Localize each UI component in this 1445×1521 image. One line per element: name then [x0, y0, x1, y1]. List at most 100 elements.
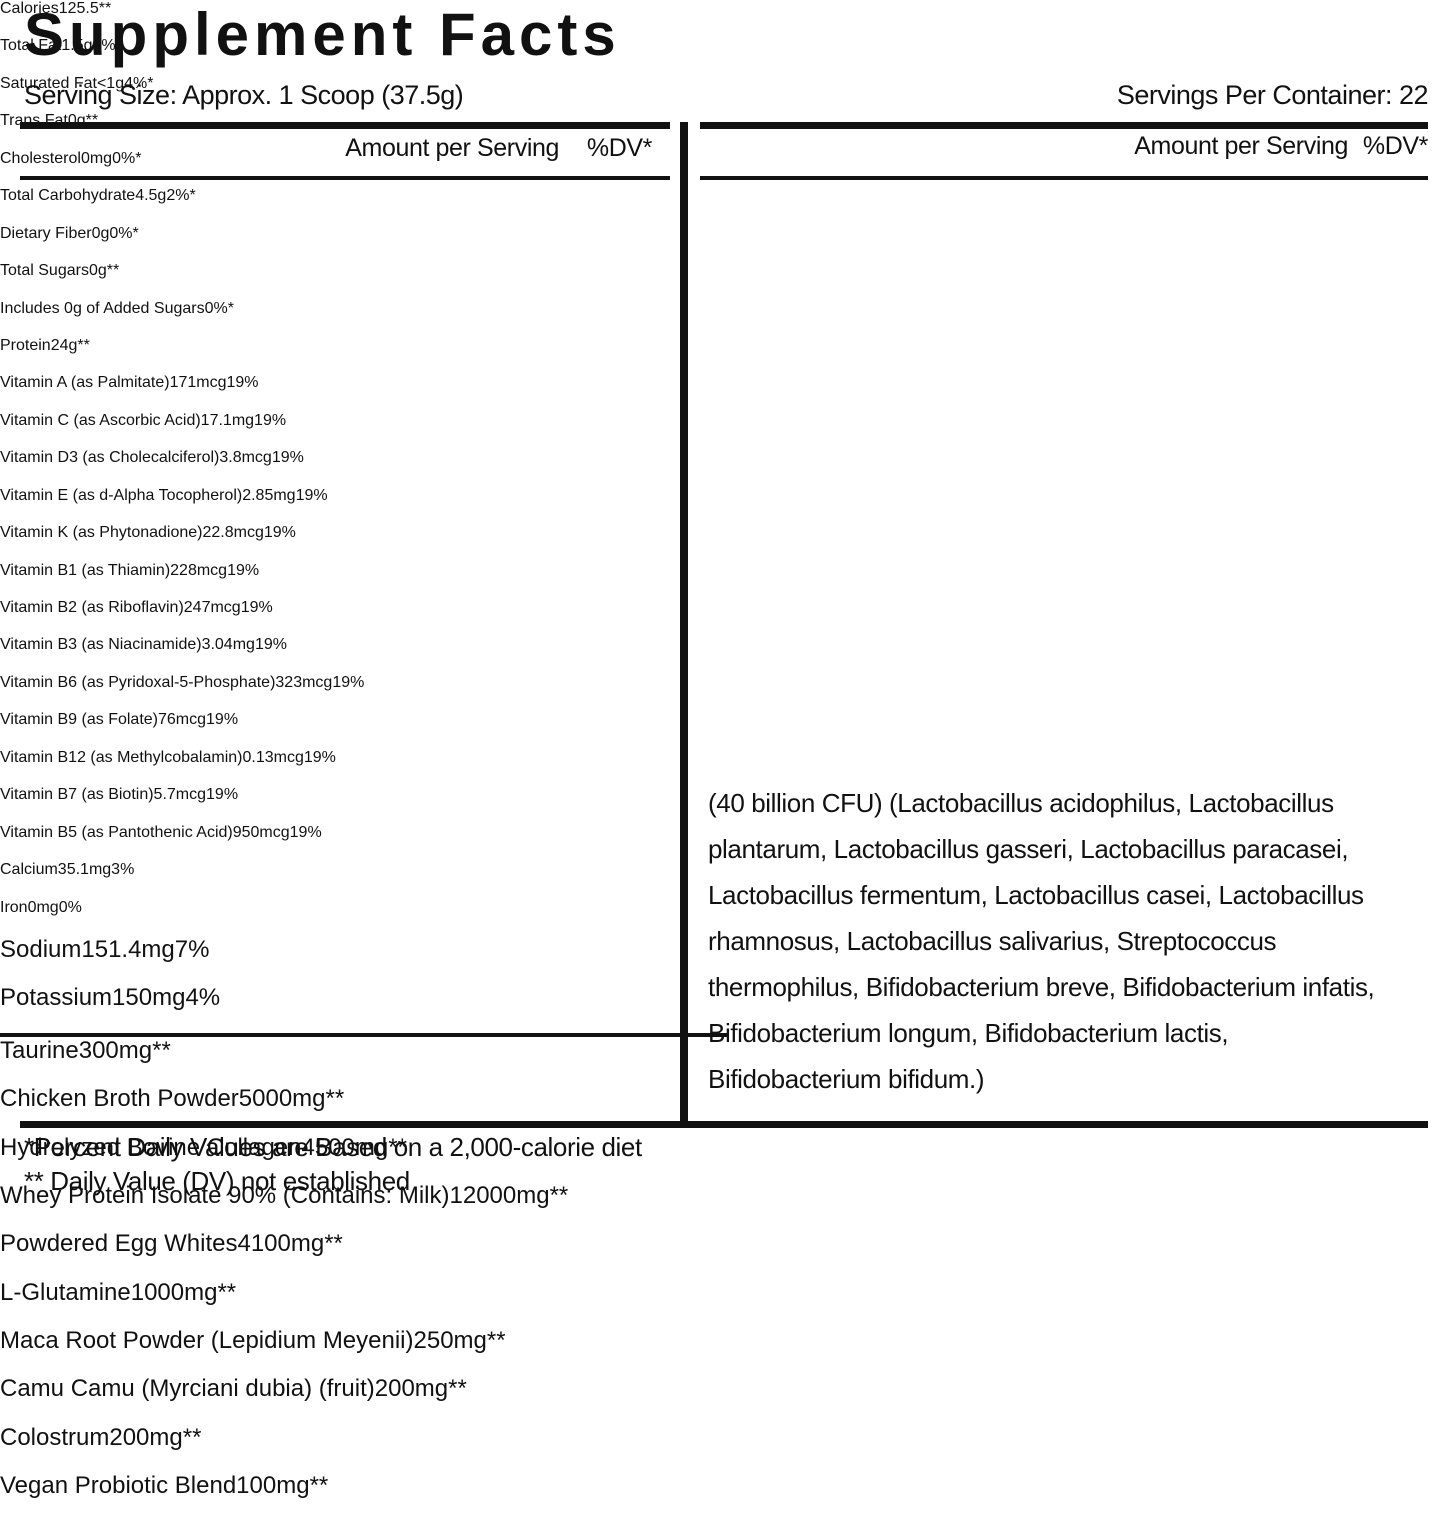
nutrient-name: Calories [0, 0, 59, 17]
nutrient-amount: 1.5g [61, 37, 93, 55]
rule [20, 176, 670, 180]
nutrient-name: Vitamin E (as d-Alpha Tocopherol) [0, 486, 243, 504]
nutrient-amount: 2.85mg [242, 486, 296, 504]
nutrient-amount: 228mcg [170, 561, 228, 579]
ingredient-amount: 150mg [112, 984, 186, 1012]
nutrient-name: Vitamin B7 (as Biotin) [0, 786, 154, 804]
nutrient-dv: 19% [227, 561, 260, 579]
nutrient-name: Vitamin A (as Palmitate) [0, 374, 170, 392]
nutrient-dv: ** [106, 262, 120, 280]
ingredient-name: Whey Protein Isolate 90% (Contains: Milk… [0, 1181, 450, 1209]
nutrient-amount: 950mcg [232, 823, 290, 841]
footnote: ** Daily Value (DV) not established [24, 1166, 410, 1196]
ingredient-row: Taurine300mg** [0, 1037, 728, 1085]
ingredient-name: Colostrum [0, 1423, 110, 1451]
nutrient-name: Cholesterol [0, 149, 81, 167]
nutrient-row: Vitamin E (as d-Alpha Tocopherol)2.85mg1… [0, 487, 650, 524]
nutrient-name: Includes 0g of Added Sugars [0, 299, 205, 317]
nutrient-dv: 2%* [166, 187, 196, 205]
nutrient-row: Vitamin B7 (as Biotin)5.7mcg19% [0, 786, 650, 823]
nutrient-name: Vitamin B5 (as Pantothenic Acid) [0, 823, 233, 841]
nutrient-dv: 19% [263, 524, 296, 542]
nutrient-name: Dietary Fiber [0, 224, 92, 242]
ingredient-amount: 1000mg [130, 1278, 218, 1306]
nutrient-amount: 3.04mg [201, 636, 255, 654]
ingredient-amount: 4100mg [237, 1230, 325, 1258]
nutrient-dv: 0%* [112, 149, 142, 167]
nutrient-row: Vitamin K (as Phytonadione)22.8mcg19% [0, 524, 650, 561]
nutrient-amount: 0.13mcg [242, 748, 304, 766]
nutrient-row: Vitamin B9 (as Folate)76mcg19% [0, 711, 650, 748]
nutrient-row: Vitamin B2 (as Riboflavin)247mcg19% [0, 599, 650, 636]
nutrient-dv: 4%* [124, 74, 154, 92]
nutrient-name: Vitamin B12 (as Methylcobalamin) [0, 748, 243, 766]
nutrient-dv: ** [98, 0, 112, 17]
nutrient-dv: 19% [332, 673, 365, 691]
ingredient-dv: ** [388, 1133, 407, 1161]
nutrient-dv: 19% [295, 486, 328, 504]
ingredient-amount: 4500mg [301, 1133, 389, 1161]
ingredient-row: Maca Root Powder (Lepidium Meyenii)250mg… [0, 1327, 728, 1375]
nutrient-dv: 19% [303, 748, 336, 766]
servings-per-container: Servings Per Container: 22 [1116, 80, 1429, 110]
nutrient-amount: 4.5g [135, 187, 167, 205]
ingredient-row: Camu Camu (Myrciani dubia) (fruit)200mg*… [0, 1375, 728, 1423]
nutrient-amount: 247mcg [183, 599, 241, 616]
nutrient-name: Vitamin B2 (as Riboflavin) [0, 599, 184, 616]
nutrient-name: Vitamin C (as Ascorbic Acid) [0, 411, 201, 429]
nutrient-amount: <1g [96, 74, 125, 92]
nutrient-amount: 171mcg [169, 374, 227, 392]
rule [20, 1121, 1428, 1128]
nutrient-name: Vitamin B1 (as Thiamin) [0, 561, 171, 579]
nutrient-row: Total Carbohydrate4.5g2%* [0, 187, 650, 224]
nutrient-dv: 19% [254, 636, 287, 654]
ingredient-name: Maca Root Powder (Lepidium Meyenii) [0, 1327, 414, 1355]
ingredient-name: Potassium [0, 984, 113, 1012]
ingredient-name: Chicken Broth Powder [0, 1085, 239, 1113]
nutrient-row: Iron0mg0% [0, 899, 650, 936]
nutrient-dv: ** [77, 336, 90, 354]
nutrient-name: Total Carbohydrate [0, 187, 136, 205]
ingredient-row: Hydrolyzed Bovine Collagen4500mg** [0, 1134, 728, 1182]
rule [700, 122, 1428, 129]
nutrient-dv: 19% [240, 599, 273, 616]
nutrient-dv: 19% [226, 374, 259, 392]
ingredient-dv: ** [486, 1327, 506, 1355]
ingredient-name: L-Glutamine [0, 1278, 131, 1306]
probiotic-note: (40 billion CFU) (Lactobacillus acidophi… [708, 788, 1375, 1094]
footnote: *Percent Daily Values are Based on a 2,0… [24, 1132, 642, 1162]
nutrient-dv: 0% [58, 898, 82, 916]
nutrient-amount: 0g [88, 262, 107, 280]
ingredient-row: Colostrum200mg** [0, 1424, 728, 1472]
ingredient-dv: ** [549, 1181, 569, 1209]
nutrient-row: Vitamin A (as Palmitate)171mcg19% [0, 374, 650, 411]
ingredient-row: Potassium150mg4% [0, 984, 728, 1037]
serving-size: Serving Size: Approx. 1 Scoop (37.5g) [24, 80, 464, 110]
nutrient-dv: 0%* [204, 299, 234, 317]
ingredient-dv: ** [324, 1230, 343, 1258]
column-header: Amount per Serving [1134, 132, 1348, 160]
nutrient-name: Vitamin B6 (as Pyridoxal-5-Phosphate) [0, 673, 276, 691]
nutrient-name: Saturated Fat [0, 74, 97, 92]
ingredient-name: Taurine [0, 1036, 79, 1064]
ingredient-row: Sodium151.4mg7% [0, 936, 728, 984]
ingredient-amount: 200mg [374, 1375, 449, 1403]
rule [700, 176, 1428, 180]
ingredient-amount: 200mg [109, 1423, 183, 1451]
ingredient-row: Chicken Broth Powder5000mg** [0, 1085, 728, 1133]
nutrient-row: Protein24g** [0, 337, 650, 374]
ingredient-dv: ** [182, 1423, 202, 1451]
nutrient-amount: 5.7mcg [153, 786, 207, 804]
nutrient-name: Iron [0, 898, 28, 916]
ingredient-dv: ** [448, 1375, 467, 1403]
nutrient-row: Vitamin B3 (as Niacinamide)3.04mg19% [0, 636, 650, 673]
nutrient-row: Total Fat1.5g2%* [0, 37, 650, 74]
nutrient-name: Vitamin D3 (as Cholecalciferol) [0, 449, 220, 467]
nutrient-row: Total Sugars0g** [0, 262, 650, 299]
nutrient-name: Calcium [0, 861, 58, 879]
nutrient-name: Total Fat [0, 37, 62, 55]
divider [680, 122, 688, 1125]
nutrient-dv: 19% [254, 411, 287, 429]
nutrient-row: Calcium35.1mg3% [0, 861, 650, 898]
nutrient-row: Vitamin B5 (as Pantothenic Acid)950mcg19… [0, 824, 650, 861]
